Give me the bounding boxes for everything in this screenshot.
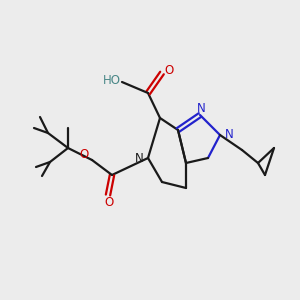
Text: N: N <box>196 103 206 116</box>
Text: HO: HO <box>103 74 121 86</box>
Text: O: O <box>80 148 88 161</box>
Text: N: N <box>135 152 143 164</box>
Text: O: O <box>104 196 114 209</box>
Text: N: N <box>225 128 233 140</box>
Text: O: O <box>164 64 174 77</box>
